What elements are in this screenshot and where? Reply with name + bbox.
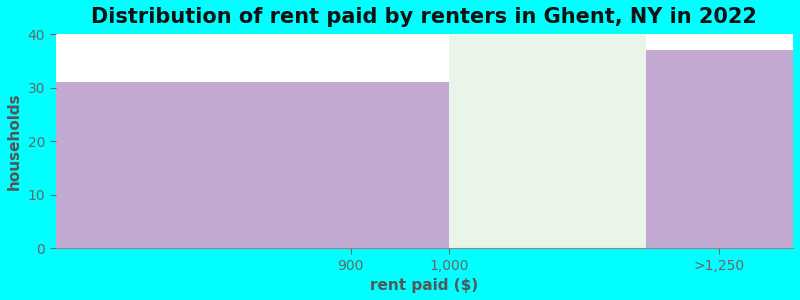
Bar: [646, 50, 793, 248]
Bar: [55, 82, 449, 248]
Bar: [449, 34, 646, 248]
X-axis label: rent paid ($): rent paid ($): [370, 278, 478, 293]
Y-axis label: households: households: [7, 92, 22, 190]
Title: Distribution of rent paid by renters in Ghent, NY in 2022: Distribution of rent paid by renters in …: [91, 7, 758, 27]
